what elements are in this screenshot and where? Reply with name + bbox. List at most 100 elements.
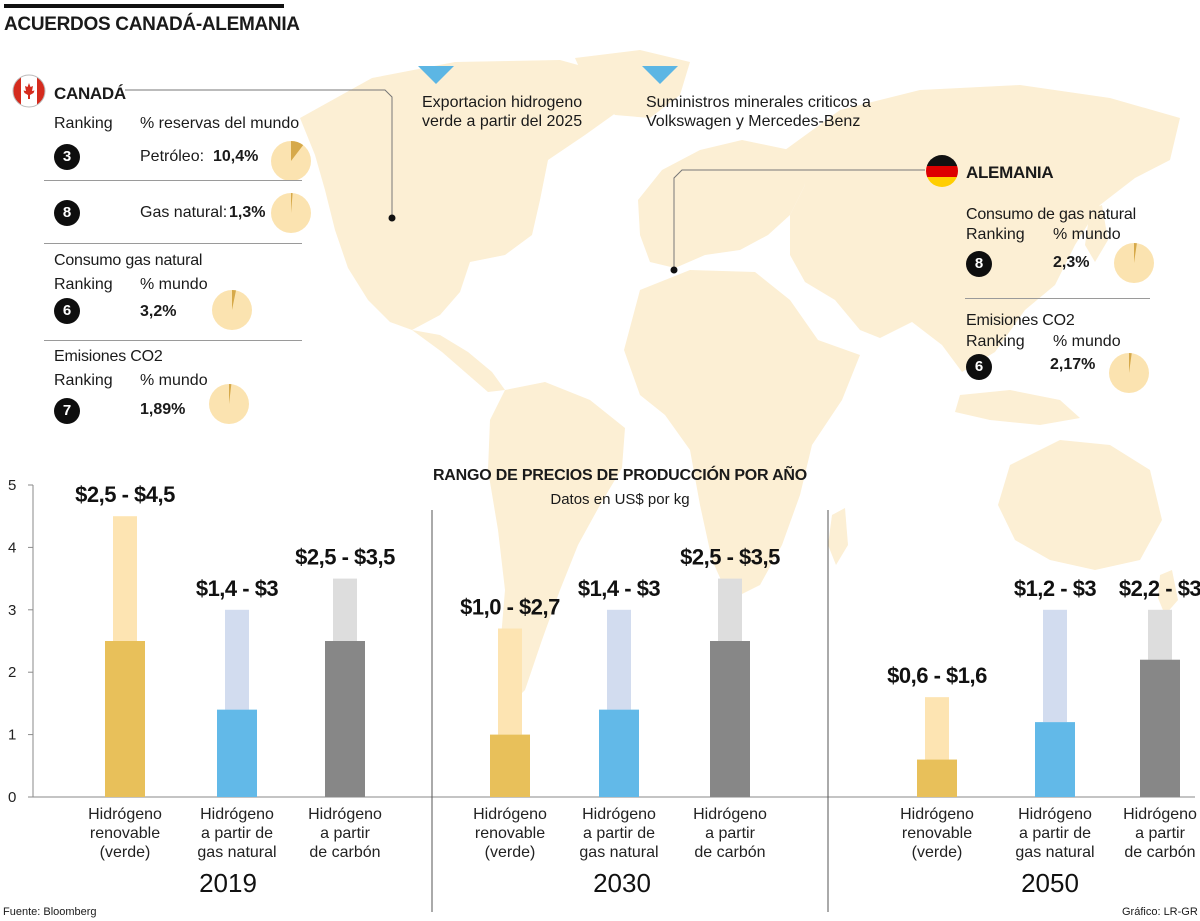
- canada-flag-icon: [12, 74, 46, 108]
- canada-gas-pct-label: % mundo: [140, 276, 208, 293]
- bar-range-label: $1,0 - $2,7: [460, 595, 560, 620]
- bar-range-label: $1,4 - $3: [578, 576, 661, 601]
- divider: [44, 180, 302, 181]
- category-label: (verde): [485, 844, 536, 861]
- map-madagascar: [828, 508, 848, 565]
- category-label: Hidrógeno: [1018, 806, 1092, 823]
- canada-gas-rank-badge: 8: [54, 200, 80, 226]
- divider: [44, 340, 302, 341]
- category-label: gas natural: [1015, 844, 1094, 861]
- year-label: 2030: [593, 868, 651, 898]
- map-uk: [645, 195, 668, 235]
- bar-range: [718, 578, 742, 641]
- category-label: renovable: [475, 825, 545, 842]
- germany-gas-pie: [1114, 243, 1154, 283]
- bar-range-label: $2,5 - $3,5: [295, 545, 395, 570]
- y-tick-label: 3: [8, 602, 16, 619]
- canada-gas-consumption-rank-badge: 6: [54, 298, 80, 324]
- pie-slice: [1129, 353, 1132, 373]
- bar-range: [333, 578, 357, 641]
- germany-leader-line: [673, 169, 925, 270]
- germany-co2-pct-label: % mundo: [1053, 333, 1121, 350]
- category-label: (verde): [912, 844, 963, 861]
- canada-gas-heading: Consumo gas natural: [54, 252, 203, 269]
- canada-title: CANADÁ: [54, 84, 126, 103]
- y-tick-label: 0: [8, 789, 16, 806]
- divider: [44, 243, 302, 244]
- germany-gas-value: 2,3%: [1053, 254, 1090, 271]
- canada-oil-value: 10,4%: [213, 148, 259, 165]
- canada-oil-rank-badge: 3: [54, 144, 80, 170]
- chart-title: RANGO DE PRECIOS DE PRODUCCIÓN POR AÑO: [432, 467, 808, 484]
- map-new-zealand: [1158, 570, 1178, 615]
- bar-range-label: $1,4 - $3: [196, 576, 279, 601]
- category-label: renovable: [90, 825, 160, 842]
- bar-range: [498, 628, 522, 735]
- map-north-america: [300, 60, 625, 330]
- pie-slice: [229, 384, 232, 404]
- germany-co2-pie: [1109, 353, 1149, 393]
- bar-min: [217, 709, 257, 797]
- bar-min: [917, 759, 957, 797]
- bar-range: [925, 697, 949, 760]
- category-label: a partir: [1135, 825, 1185, 842]
- category-label: Hidrógeno: [900, 806, 974, 823]
- germany-gas-rank-badge: 8: [966, 251, 992, 277]
- source-note: Fuente: Bloomberg: [3, 906, 97, 918]
- germany-co2-rank-badge: 6: [966, 354, 992, 380]
- bar-range: [1148, 609, 1172, 660]
- map-japan: [1085, 205, 1108, 262]
- category-label: (verde): [100, 844, 151, 861]
- year-label: 2050: [1021, 868, 1079, 898]
- bar-range: [225, 609, 249, 710]
- title-rule: [4, 4, 284, 8]
- y-tick-label: 2: [8, 664, 16, 681]
- canada-co2-ranking-label: Ranking: [54, 372, 113, 389]
- bar-range-label: $2,2 - $3: [1119, 576, 1200, 601]
- canada-reserves-label: % reservas del mundo: [140, 115, 300, 132]
- category-label: a partir: [320, 825, 370, 842]
- canada-co2-value: 1,89%: [140, 401, 186, 418]
- agreement-note-minerals: Suministros minerales criticos a Volkswag…: [646, 94, 871, 130]
- canada-gas-reserve-value: 1,3%: [229, 204, 266, 221]
- bar-min: [599, 709, 639, 797]
- category-label: Hidrógeno: [1123, 806, 1197, 823]
- bar-range: [113, 516, 137, 641]
- bar-range-label: $0,6 - $1,6: [887, 663, 987, 688]
- germany-location-dot: [670, 266, 678, 274]
- canada-gas-reserve-pie: [271, 193, 311, 233]
- y-tick-label: 1: [8, 727, 16, 744]
- agreement-note-hydrogen: Exportacion hidrogeno verde a partir del …: [422, 94, 583, 130]
- canada-gas-consumption-pie: [212, 290, 252, 330]
- category-label: Hidrógeno: [88, 806, 162, 823]
- category-label: a partir: [705, 825, 755, 842]
- category-label: gas natural: [579, 844, 658, 861]
- y-tick-label: 4: [8, 539, 16, 556]
- pie-slice: [291, 141, 304, 161]
- canada-gas-label: Gas natural:: [140, 204, 228, 221]
- map-africa: [624, 270, 860, 600]
- pie-slice: [291, 193, 293, 213]
- bar-range-label: $1,2 - $3: [1014, 576, 1097, 601]
- bar-range-label: $2,5 - $3,5: [680, 545, 780, 570]
- bar-min: [710, 641, 750, 797]
- canada-gas-consumption-value: 3,2%: [140, 303, 177, 320]
- map-indonesia: [955, 390, 1080, 425]
- category-label: a partir de: [1019, 825, 1091, 842]
- canada-ranking-label: Ranking: [54, 115, 113, 132]
- germany-gas-heading: Consumo de gas natural: [966, 206, 1136, 223]
- category-label: Hidrógeno: [200, 806, 274, 823]
- category-label: de carbón: [694, 844, 765, 861]
- germany-co2-ranking-label: Ranking: [966, 333, 1025, 350]
- bar-min: [1035, 722, 1075, 797]
- leader-lines: [125, 66, 925, 274]
- map-australia: [998, 440, 1162, 570]
- agreement-marker-icon: [418, 66, 454, 84]
- germany-flag-icon: [926, 155, 958, 187]
- map-asia: [785, 85, 1180, 372]
- germany-co2-value: 2,17%: [1050, 356, 1096, 373]
- canada-leader-line: [125, 89, 393, 218]
- bar-min: [1140, 659, 1180, 797]
- category-label: Hidrógeno: [308, 806, 382, 823]
